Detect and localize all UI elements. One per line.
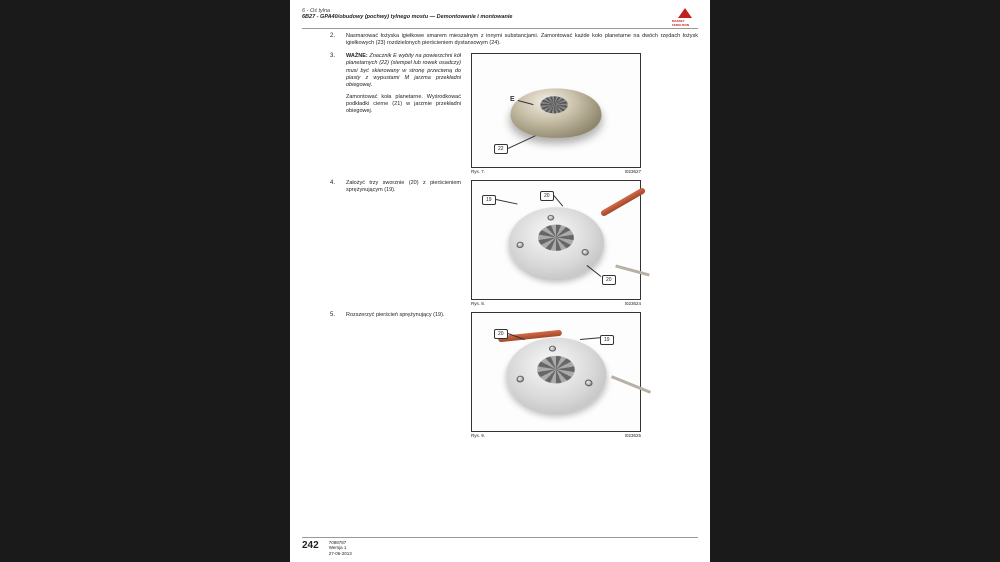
figure-7: E 22 bbox=[471, 53, 641, 168]
handle-illustration bbox=[611, 376, 651, 395]
important-label: WAŻNE: bbox=[346, 53, 368, 59]
figure-column: E 22 Rys. 7. I023627 bbox=[471, 53, 698, 174]
step-body: Nasmarować łożyska igiełkowe smarem mies… bbox=[346, 33, 698, 47]
hub-illustration bbox=[502, 338, 610, 413]
callout-20a: 20 bbox=[540, 191, 554, 201]
step-text-column: Założyć trzy sworznie (20) z pierścienie… bbox=[346, 180, 461, 306]
callout-19: 19 bbox=[482, 195, 496, 205]
callout-line bbox=[554, 195, 563, 206]
step-number: 3. bbox=[330, 53, 340, 174]
step-number: 5. bbox=[330, 312, 340, 438]
callout-line bbox=[496, 199, 518, 204]
step-text: Rozszerzyć pierścień sprężynujący (19). bbox=[346, 312, 461, 319]
step-body: Założyć trzy sworznie (20) z pierścienie… bbox=[346, 180, 698, 306]
figure-label: Rys. 7. bbox=[471, 169, 485, 174]
step-text-column: Rozszerzyć pierścień sprężynujący (19). bbox=[346, 312, 461, 438]
step-text-column: WAŻNE: Znacznik E wybity na powierzchni … bbox=[346, 53, 461, 174]
callout-line bbox=[508, 136, 535, 149]
page-footer: 242 7098787 Wersja 1 27-06-2013 bbox=[302, 537, 698, 556]
pin-icon bbox=[581, 249, 589, 256]
step-text: Założyć trzy sworznie (20) z pierścienie… bbox=[346, 180, 461, 194]
callout-20b: 20 bbox=[602, 275, 616, 285]
footer-date: 27-06-2013 bbox=[329, 551, 352, 556]
pin-icon bbox=[516, 242, 524, 248]
step-3: 3. WAŻNE: Znacznik E wybity na powierzch… bbox=[330, 53, 698, 174]
manual-page: 6 - Oś tylna 6B27 - GPA40/obudowy (pochw… bbox=[290, 0, 710, 562]
callout-22: 22 bbox=[494, 144, 508, 154]
figure-column: 20 19 Rys. 9. I023625 bbox=[471, 312, 698, 438]
step-4: 4. Założyć trzy sworznie (20) z pierście… bbox=[330, 180, 698, 306]
figure-column: 19 20 20 Rys. 8. I023624 bbox=[471, 180, 698, 306]
figure-id: I023624 bbox=[625, 301, 641, 306]
marker-e-label: E bbox=[510, 96, 515, 103]
step-text-2: Zamontować koła planetarne. Wyśrodkować … bbox=[346, 94, 461, 115]
step-2: 2. Nasmarować łożyska igiełkowe smarem m… bbox=[330, 33, 698, 47]
footer-meta: 7098787 Wersja 1 27-06-2013 bbox=[329, 540, 352, 556]
step-number: 2. bbox=[330, 33, 340, 47]
handle-illustration bbox=[615, 265, 650, 277]
step-body: Rozszerzyć pierścień sprężynujący (19). … bbox=[346, 312, 698, 438]
step-number: 4. bbox=[330, 180, 340, 306]
callout-line bbox=[580, 338, 600, 340]
header-title: 6B27 - GPA40/obudowy (pochwy) tylnego mo… bbox=[302, 14, 672, 20]
gear-illustration bbox=[507, 88, 605, 138]
figure-caption: Rys. 8. I023624 bbox=[471, 301, 641, 306]
logo-brand-text: MASSEY FERGUSON bbox=[672, 19, 698, 27]
callout-19: 19 bbox=[600, 335, 614, 345]
figure-caption: Rys. 7. I023627 bbox=[471, 169, 641, 174]
step-5: 5. Rozszerzyć pierścień sprężynujący (19… bbox=[330, 312, 698, 438]
figure-label: Rys. 8. bbox=[471, 301, 485, 306]
figure-caption: Rys. 9. I023625 bbox=[471, 433, 641, 438]
figure-id: I023627 bbox=[625, 169, 641, 174]
step-text: Nasmarować łożyska igiełkowe smarem mies… bbox=[346, 33, 698, 47]
figure-label: Rys. 9. bbox=[471, 433, 485, 438]
pin-icon bbox=[584, 380, 592, 387]
header-text: 6 - Oś tylna 6B27 - GPA40/obudowy (pochw… bbox=[302, 8, 672, 20]
figure-9: 20 19 bbox=[471, 312, 641, 432]
callout-line bbox=[587, 265, 601, 276]
figure-id: I023625 bbox=[625, 433, 641, 438]
tool-illustration bbox=[600, 187, 646, 217]
pin-icon bbox=[547, 215, 554, 221]
step-text: WAŻNE: Znacznik E wybity na powierzchni … bbox=[346, 53, 461, 89]
pin-icon bbox=[548, 346, 555, 352]
step-body: WAŻNE: Znacznik E wybity na powierzchni … bbox=[346, 53, 698, 174]
page-number: 242 bbox=[302, 540, 319, 551]
brand-logo: MASSEY FERGUSON bbox=[672, 8, 698, 26]
pin-icon bbox=[516, 376, 524, 383]
logo-triangle-icon bbox=[678, 8, 692, 18]
page-header: 6 - Oś tylna 6B27 - GPA40/obudowy (pochw… bbox=[302, 8, 698, 29]
page-content: 2. Nasmarować łożyska igiełkowe smarem m… bbox=[302, 33, 698, 438]
callout-20: 20 bbox=[494, 329, 508, 339]
figure-8: 19 20 20 bbox=[471, 180, 641, 300]
